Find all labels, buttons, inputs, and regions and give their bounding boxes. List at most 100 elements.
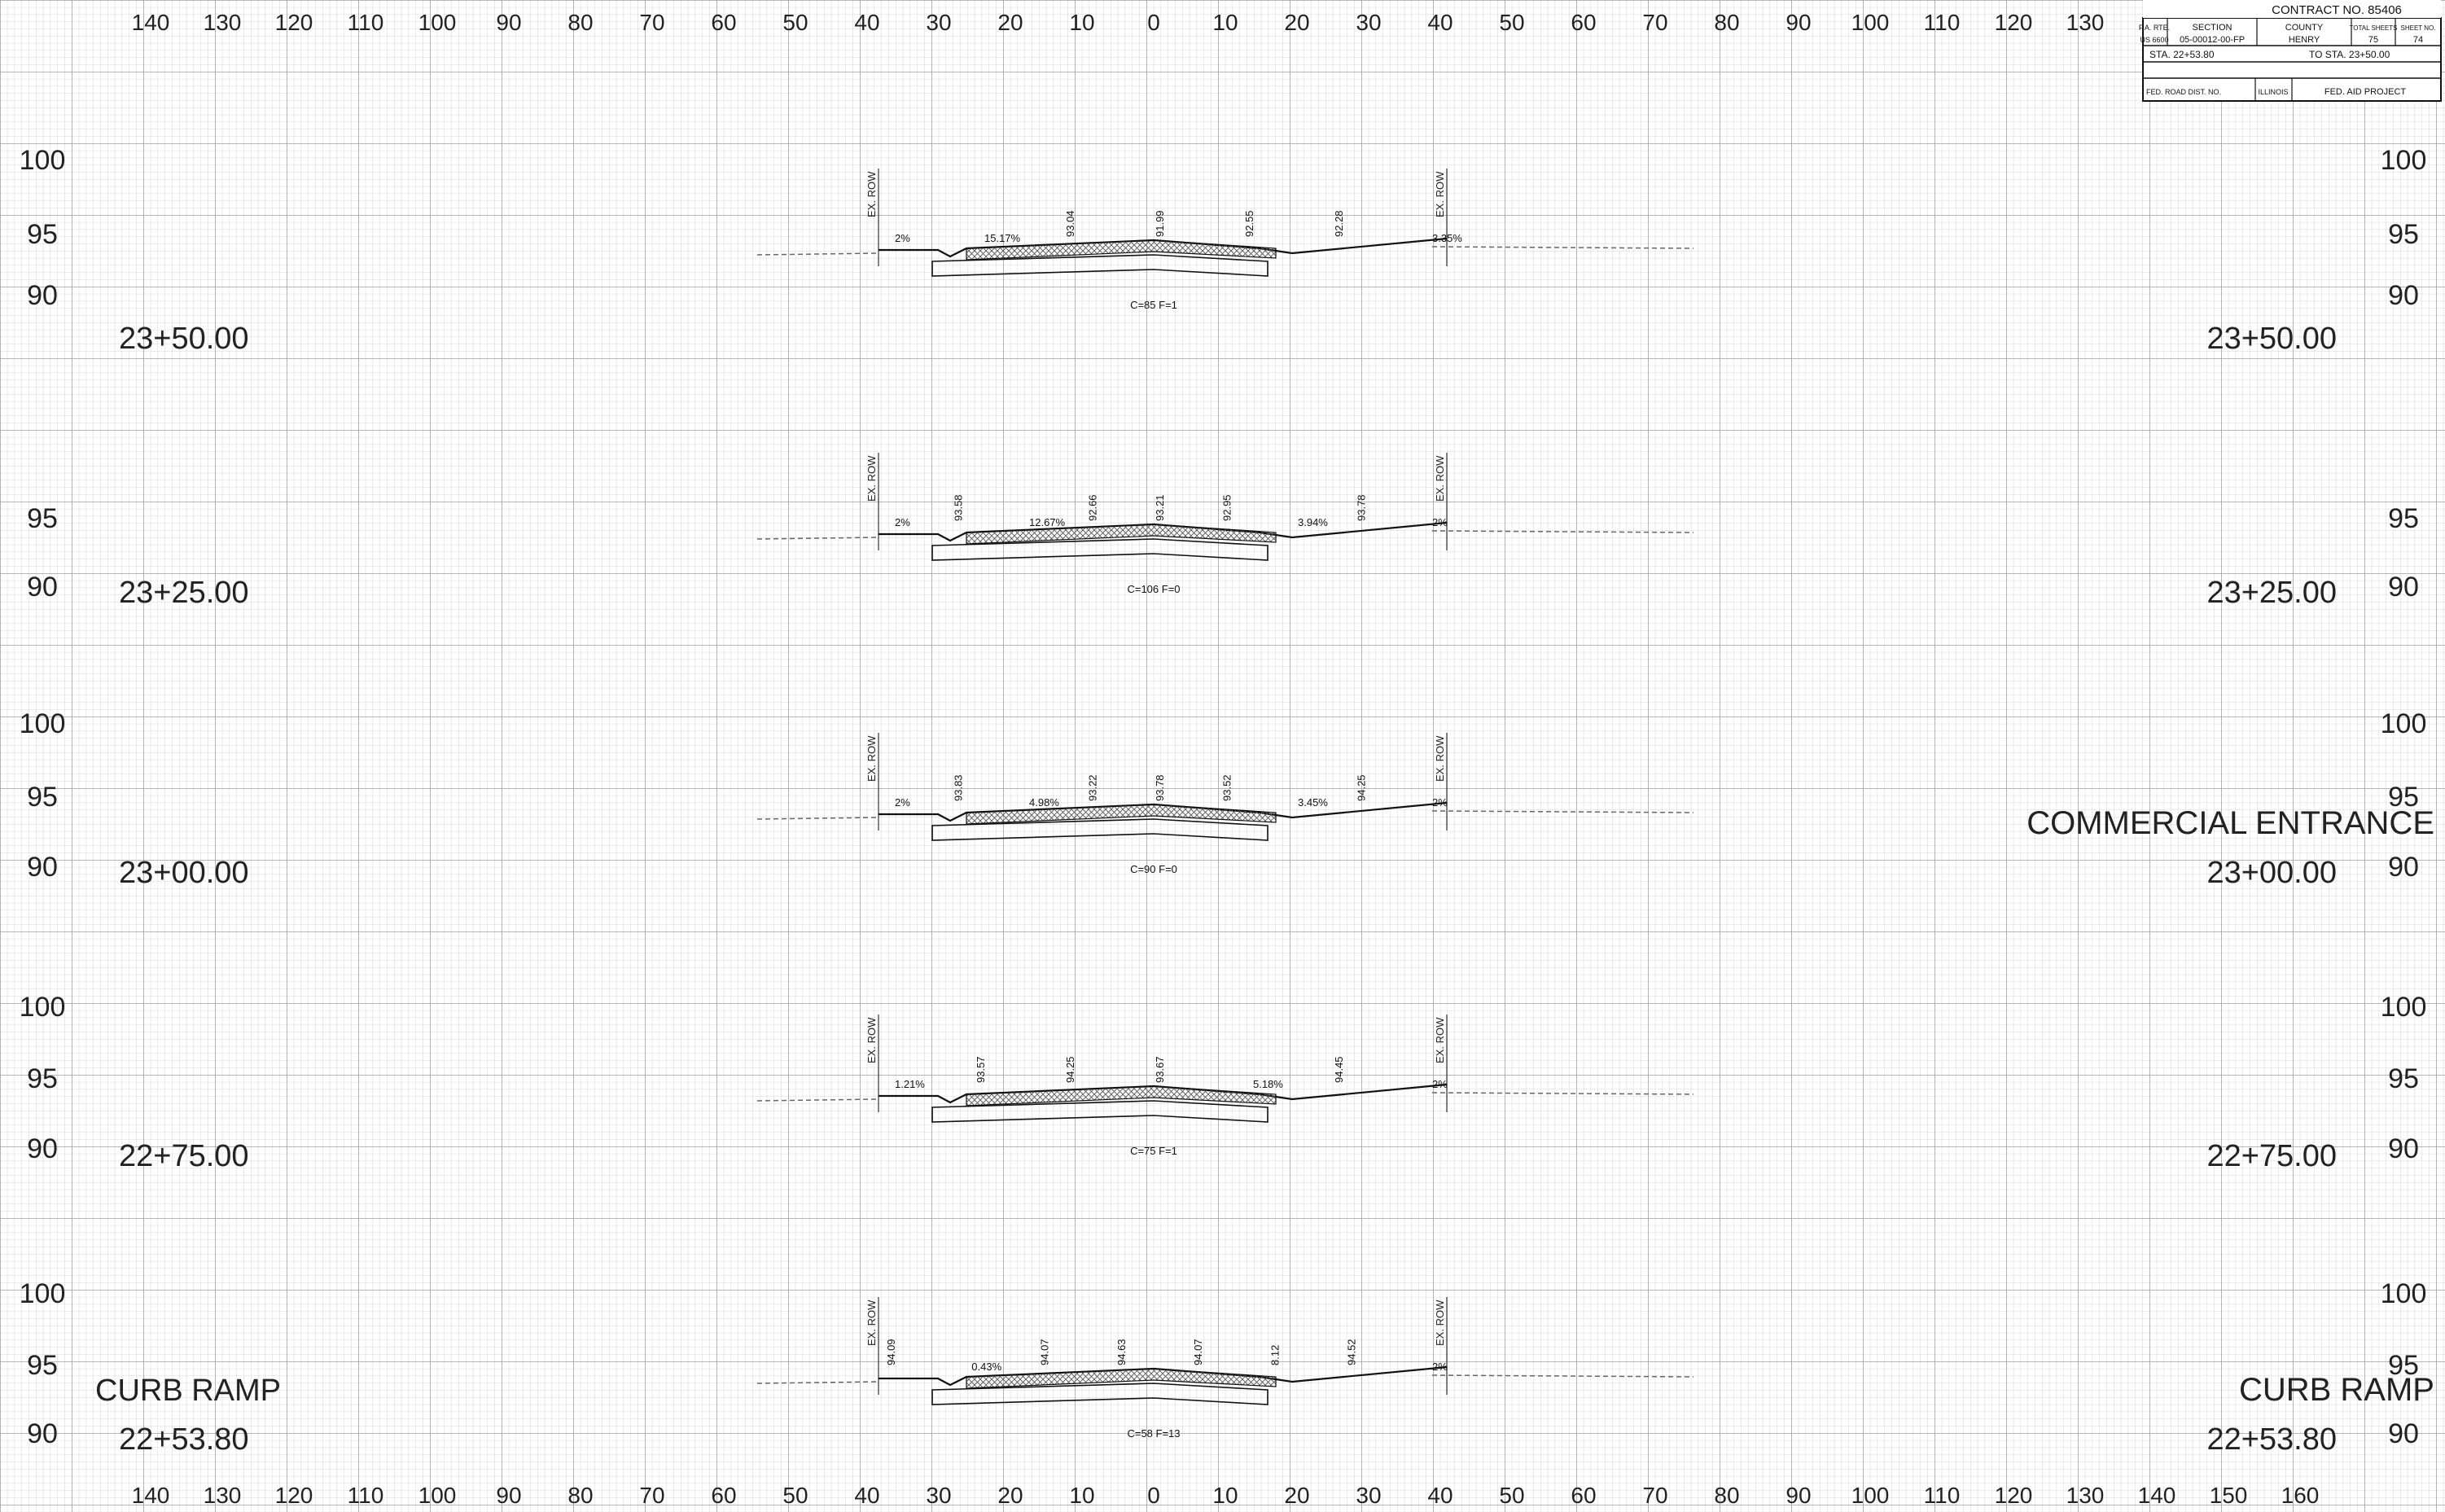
elevation-callout: 93.22 [1087,774,1099,801]
elevation-callout: 94.63 [1115,1339,1128,1365]
x-tick-label: 120 [1995,1483,2033,1508]
tb-header-rte: F.A. RTE. [2139,24,2170,32]
elevation-label: 95 [27,503,58,534]
cut-fill-area: C=106 F=0 [1127,583,1180,595]
tb-value-county: HENRY [2289,35,2320,45]
slope-callout: 2% [1432,1078,1448,1090]
x-tick-label: 10 [1212,1483,1238,1508]
x-tick-label: 0 [1147,1483,1160,1508]
elevation-callout: 93.04 [1064,210,1076,237]
x-tick-label: 120 [1995,10,2033,35]
x-tick-label: 130 [204,1483,242,1508]
elevation-callout: 93.78 [1154,774,1166,801]
elevation-callout: 93.52 [1221,774,1233,801]
x-tick-label: 70 [1642,1483,1667,1508]
slope-callout: 3.45% [1298,796,1328,809]
x-tick-label: 50 [1499,1483,1524,1508]
x-tick-label: 50 [782,10,808,35]
x-tick-label: 60 [1571,10,1596,35]
elevation-label: 100 [20,992,66,1023]
row-label: EX. ROW [865,1017,878,1063]
cross-section: 100 100 95 95 90 90 23+50.00 23+50.00 EX. ROW EX.… [20,145,2427,356]
x-tick-label: 90 [496,1483,521,1508]
elevation-callout: 93.21 [1154,494,1166,521]
slope-callout: 2% [1432,796,1448,809]
x-tick-label: 80 [1714,1483,1739,1508]
slope-callout: 5.18% [1253,1078,1283,1090]
slope-callout: 12.67% [1029,516,1066,528]
row-label: EX. ROW [865,735,878,782]
cut-fill-area: C=85 F=1 [1130,299,1177,311]
base-course [931,254,1269,277]
row-label: EX. ROW [1434,735,1446,782]
tb-value-sheet-no: 74 [2413,35,2423,45]
station-label-right: 22+75.00 [2206,1139,2337,1173]
elevation-label: 90 [27,1133,58,1164]
elevation-callout: 94.09 [885,1339,897,1365]
x-tick-label: 140 [132,10,170,35]
x-tick-label: 90 [1786,1483,1811,1508]
elevation-callout: 94.25 [1064,1056,1076,1083]
elevation-label: 90 [2388,1418,2419,1449]
x-tick-label: 30 [926,10,951,35]
row-label: EX. ROW [1434,171,1446,217]
existing-ground-line [756,1374,1694,1384]
x-tick-label: 100 [1851,1483,1890,1508]
x-tick-label: 20 [1284,10,1309,35]
elevation-label: 100 [20,708,66,739]
elevation-callout: 93.78 [1356,494,1368,521]
tb-header-sheet-no: SHEET NO. [2401,24,2436,32]
cross-section: 95 95 90 90 23+25.00 23+25.00 EX. ROW EX. ROW 2%… [27,453,2419,610]
elevation-label: 90 [2388,1133,2419,1164]
elevation-label: 95 [27,782,58,813]
tb-value-rte: US 6600 [2140,36,2168,44]
elevation-callout: 93.67 [1154,1056,1166,1083]
cut-fill-area: C=90 F=0 [1130,863,1177,875]
elevation-label: 90 [2388,572,2419,603]
slope-callout: 1.21% [895,1078,925,1090]
elevation-label: 90 [27,852,58,883]
x-tick-label: 70 [639,10,664,35]
x-tick-label: 10 [1069,1483,1094,1508]
elevation-label: 95 [27,1350,58,1381]
station-label-left: 22+75.00 [119,1139,249,1173]
section-note-left: CURB RAMP [95,1374,281,1408]
x-tick-label: 40 [1427,10,1453,35]
x-tick-label: 140 [132,1483,170,1508]
x-tick-label: 0 [1147,10,1160,35]
x-tick-label: 110 [348,10,384,35]
x-tick-label: 120 [275,10,313,35]
x-tick-label: 30 [1356,10,1381,35]
slope-callout: 2% [895,232,910,244]
elevation-callout: 91.99 [1154,210,1166,237]
elevation-callout: 92.66 [1087,494,1099,521]
title-block: CONTRACT NO. 85406 F.A. RTE. SECTION COU… [2139,0,2442,102]
section-note-right: CURB RAMP [2239,1372,2434,1408]
x-tick-label: 50 [1499,10,1524,35]
cross-sections: 100 100 95 95 90 90 23+50.00 23+50.00 EX. ROW EX.… [20,145,2434,1457]
tb-value-section: 05-00012-00-FP [2180,35,2245,45]
cut-fill-area: C=58 F=13 [1127,1427,1180,1440]
row-label: EX. ROW [1434,1017,1446,1063]
x-tick-label: 20 [997,1483,1023,1508]
tb-value-total-sheets: 75 [2368,35,2378,45]
x-tick-label: 110 [1924,1483,1961,1508]
x-tick-label: 100 [418,1483,457,1508]
slope-callout: 2% [1432,1361,1448,1373]
station-label-left: 23+50.00 [119,322,249,356]
x-tick-label: 100 [418,10,457,35]
elevation-label: 95 [2388,1350,2419,1381]
elevation-callout: 94.07 [1192,1339,1204,1365]
x-tick-label: 50 [782,1483,808,1508]
station-label-left: 23+25.00 [119,576,249,610]
tb-header-county: COUNTY [2285,23,2324,33]
x-tick-label: 60 [711,10,736,35]
elevation-callout: 8.12 [1269,1345,1281,1365]
tb-station-from: STA. 22+53.80 [2149,49,2215,60]
slope-callout: 0.43% [971,1361,1001,1373]
base-course [931,818,1269,841]
elevation-callout: 92.28 [1333,210,1345,237]
contract-number: CONTRACT NO. 85406 [2272,3,2402,17]
